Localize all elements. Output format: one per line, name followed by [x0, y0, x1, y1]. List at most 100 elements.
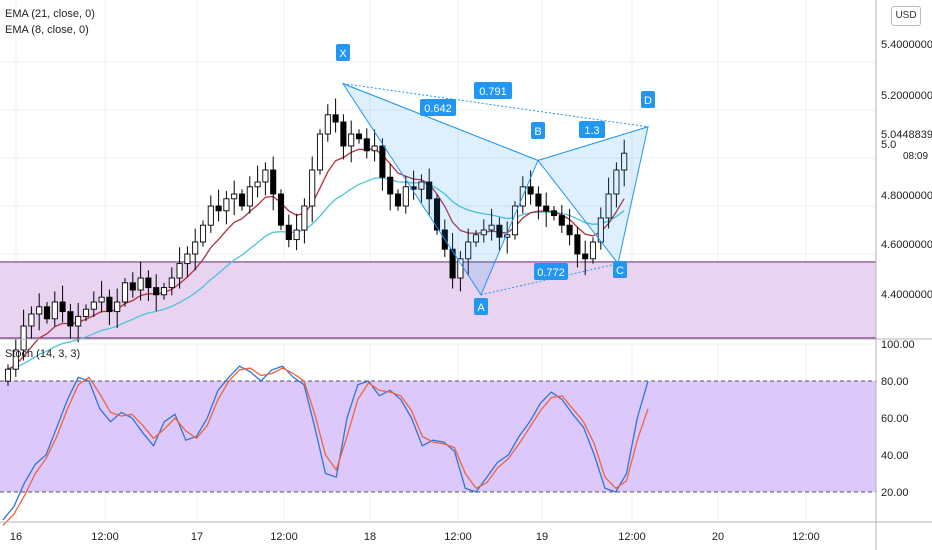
candle[interactable] [582, 240, 589, 276]
candle[interactable] [153, 274, 160, 312]
candle[interactable] [106, 289, 113, 326]
stoch-tick-label: 20.00 [881, 487, 909, 499]
currency-button[interactable]: USD [891, 6, 921, 26]
candle[interactable] [90, 291, 97, 317]
candle[interactable] [254, 165, 261, 198]
candle[interactable] [605, 177, 612, 229]
stoch-k-line[interactable] [2, 365, 649, 521]
ratio-label[interactable]: 0.642 [420, 99, 456, 116]
candle[interactable] [480, 219, 487, 243]
candle[interactable] [371, 129, 378, 162]
candle[interactable] [75, 302, 82, 343]
candle[interactable] [566, 208, 573, 246]
candle[interactable] [418, 174, 425, 203]
candle[interactable] [238, 189, 246, 211]
candle[interactable] [184, 246, 191, 278]
ratio-label[interactable]: 0.791 [474, 82, 512, 99]
ema8-label[interactable]: EMA (8, close, 0) [5, 24, 89, 36]
candle[interactable] [20, 309, 27, 361]
candle[interactable] [535, 186, 542, 220]
point-label-d[interactable]: D [641, 91, 655, 108]
candle[interactable] [168, 267, 175, 296]
candles[interactable] [4, 98, 628, 386]
candle[interactable] [277, 189, 285, 230]
candle[interactable] [402, 176, 409, 214]
candle[interactable] [504, 221, 511, 254]
candle[interactable] [215, 189, 222, 222]
candle[interactable] [285, 214, 292, 248]
candle[interactable] [121, 278, 129, 307]
candle[interactable] [574, 227, 581, 268]
point-label-x[interactable]: X [336, 44, 350, 61]
candle[interactable] [43, 302, 51, 324]
ratio-label[interactable]: 1.3 [579, 121, 605, 138]
candle[interactable] [114, 288, 121, 328]
candle[interactable] [246, 176, 253, 214]
candle[interactable] [316, 129, 324, 175]
candle[interactable] [129, 272, 136, 298]
point-label-b[interactable]: B [531, 122, 545, 139]
candle[interactable] [348, 120, 355, 163]
candle[interactable] [613, 162, 620, 208]
stoch-label[interactable]: Stoch (14, 3, 3) [5, 348, 81, 360]
x-tick-label: 20 [712, 531, 724, 543]
candle[interactable] [207, 195, 214, 233]
candle[interactable] [160, 282, 168, 300]
candle[interactable] [332, 98, 339, 133]
candle[interactable] [199, 220, 207, 247]
candle[interactable] [363, 128, 370, 159]
candle[interactable] [301, 198, 308, 244]
candle[interactable] [589, 237, 597, 264]
svg-text:A: A [477, 302, 485, 314]
candle[interactable] [51, 291, 58, 327]
candle[interactable] [82, 304, 90, 322]
candle[interactable] [543, 192, 550, 228]
candle[interactable] [67, 303, 74, 340]
candle[interactable] [558, 205, 565, 233]
candle[interactable] [309, 156, 316, 223]
candle[interactable] [293, 213, 300, 251]
candle[interactable] [426, 168, 433, 216]
support-zone[interactable] [0, 261, 876, 338]
candle[interactable] [223, 191, 230, 225]
point-label-a[interactable]: A [474, 298, 488, 315]
candle[interactable] [457, 251, 464, 292]
candle[interactable] [472, 230, 480, 247]
candle[interactable] [449, 232, 456, 289]
candle[interactable] [496, 217, 503, 251]
candle[interactable] [12, 339, 19, 377]
candle[interactable] [527, 170, 534, 205]
candle[interactable] [387, 163, 394, 211]
ratio-label[interactable]: 0.772 [534, 263, 568, 280]
candle[interactable] [28, 306, 35, 340]
candle[interactable] [231, 180, 238, 216]
candle[interactable] [488, 208, 495, 241]
candle[interactable] [98, 280, 105, 313]
y-tick-label: 4.6000000 [881, 239, 932, 251]
candle[interactable] [270, 156, 277, 211]
candle[interactable] [36, 293, 43, 331]
candle[interactable] [465, 228, 472, 276]
ema21-line[interactable] [7, 177, 625, 370]
candle[interactable] [137, 261, 144, 301]
candle[interactable] [59, 285, 66, 323]
stoch-band [0, 381, 876, 492]
candle[interactable] [355, 129, 363, 144]
candle[interactable] [262, 162, 269, 196]
stoch-d-line[interactable] [2, 367, 649, 526]
candle[interactable] [192, 228, 199, 271]
point-label-c[interactable]: C [613, 261, 627, 278]
candle[interactable] [621, 139, 628, 187]
candle[interactable] [4, 364, 12, 386]
candle[interactable] [340, 114, 347, 160]
candle[interactable] [550, 206, 558, 221]
harmonic-pattern[interactable]: X A B C D 0.791 0.642 1.3 0.772 [336, 44, 655, 315]
candle[interactable] [176, 247, 183, 289]
ema21-label[interactable]: EMA (21, close, 0) [5, 8, 95, 20]
candle[interactable] [379, 138, 386, 191]
candle[interactable] [324, 104, 331, 142]
candle[interactable] [394, 189, 402, 211]
candle[interactable] [145, 270, 152, 302]
